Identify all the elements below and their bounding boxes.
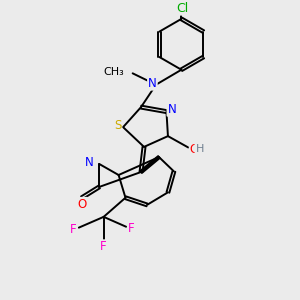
Text: N: N: [148, 77, 157, 90]
Text: H: H: [196, 144, 204, 154]
Text: N: N: [167, 103, 176, 116]
Text: N: N: [84, 156, 93, 169]
Text: CH₃: CH₃: [103, 67, 124, 77]
Text: F: F: [70, 223, 77, 236]
Text: O: O: [78, 198, 87, 211]
Text: S: S: [114, 119, 122, 132]
Text: Cl: Cl: [176, 2, 189, 15]
Text: F: F: [100, 240, 107, 253]
Text: O: O: [190, 143, 199, 156]
Text: F: F: [128, 222, 135, 235]
